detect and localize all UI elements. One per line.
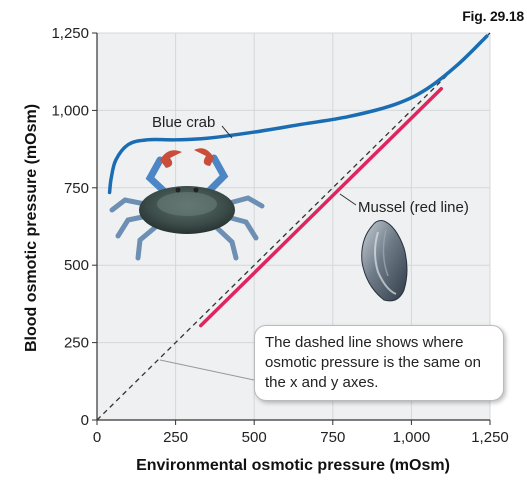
figure-label: Fig. 29.18 [462, 8, 524, 24]
y-tick-label: 0 [81, 412, 89, 429]
blue-crab-pointer [221, 125, 233, 139]
y-tick-label: 500 [64, 257, 89, 274]
x-tick-label: 250 [163, 429, 188, 446]
y-tick-label: 250 [64, 335, 89, 352]
y-tick-label: 750 [64, 180, 89, 197]
series-line-mussel [199, 86, 444, 328]
axes [92, 32, 491, 425]
x-axis-label: Environmental osmotic pressure (mOsm) [136, 457, 450, 474]
blue-crab-illustration [109, 148, 265, 261]
series-label-mussel: Mussel (red line) [358, 199, 469, 216]
x-tick-label: 0 [93, 429, 101, 446]
x-tick-label: 1,250 [471, 429, 509, 446]
series-line-equality [96, 32, 491, 421]
y-tick-label: 1,250 [51, 25, 89, 42]
x-tick-label: 750 [320, 429, 345, 446]
x-tick-label: 500 [242, 429, 267, 446]
x-tick-label: 1,000 [393, 429, 431, 446]
callout-pointer [159, 359, 255, 381]
series-label-blue-crab: Blue crab [152, 114, 215, 131]
mussel-illustration [361, 220, 408, 302]
callout-box: The dashed line shows where osmotic pres… [254, 325, 504, 401]
y-tick-label: 1,000 [51, 102, 89, 119]
tick-labels: 0 250 500 750 1,000 1,250 0 250 500 750 1,000 1,250 [51, 25, 508, 446]
y-axis-label: Blood osmotic pressure (mOsm) [23, 104, 40, 352]
mussel-pointer [339, 193, 357, 206]
